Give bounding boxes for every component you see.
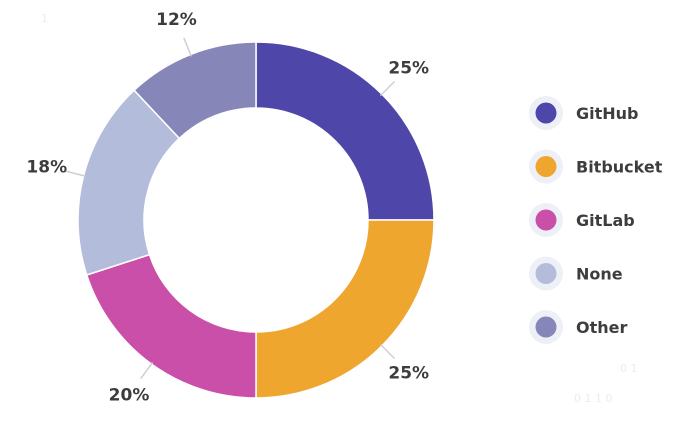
legend-label-none: None	[576, 265, 623, 284]
legend-label-bitbucket: Bitbucket	[576, 158, 663, 177]
slice-label-gitlab: 20%	[109, 386, 150, 406]
slice-github	[255, 41, 435, 221]
leader-line-bitbucket	[379, 343, 396, 360]
faint-digits-line-1: 0 1	[620, 362, 638, 375]
legend-marker-none	[535, 263, 557, 284]
legend-label-github: GitHub	[576, 104, 639, 123]
legend-label-gitlab: GitLab	[576, 211, 635, 230]
legend-marker-other	[535, 316, 557, 338]
corner-faint-text: 1	[41, 12, 48, 25]
slice-other	[133, 41, 257, 140]
legend-marker-bitbucket	[535, 156, 557, 177]
legend-marker-gitlab	[535, 209, 557, 231]
legend-marker-github	[535, 102, 557, 124]
slice-label-other: 12%	[156, 10, 197, 30]
slice-label-github: 25%	[388, 58, 429, 78]
faint-digits-line-2: 0 1 1 0	[574, 392, 612, 405]
legend: GitHub Bitbucket GitLab None Other	[529, 96, 663, 344]
slice-label-bitbucket: 25%	[388, 364, 429, 384]
slice-bitbucket	[255, 219, 435, 399]
slice-labels: 25% 25% 20% 18% 12%	[26, 10, 429, 406]
leader-line-none	[65, 170, 86, 177]
leader-line-other	[183, 37, 192, 57]
legend-label-other: Other	[576, 318, 627, 337]
donut-slices	[77, 41, 435, 399]
slice-label-none: 18%	[26, 157, 67, 177]
leader-line-gitlab	[140, 361, 154, 380]
leader-lines	[65, 37, 396, 380]
slice-gitlab	[85, 253, 257, 399]
leader-line-github	[379, 80, 396, 97]
